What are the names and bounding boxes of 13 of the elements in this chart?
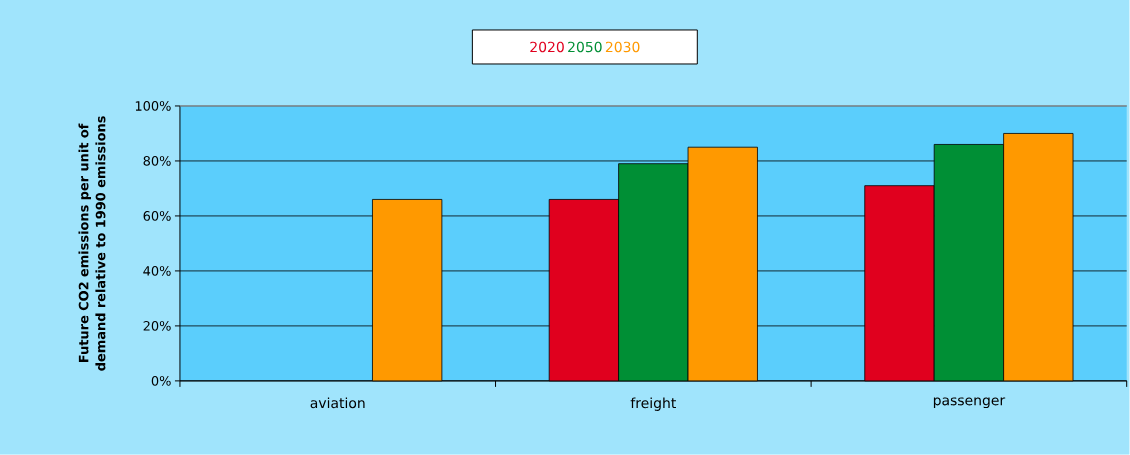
x-tick-label: passenger (933, 397, 1006, 409)
y-tick-label: 40% (143, 266, 171, 276)
text: 2020 (530, 41, 564, 53)
text: 2030 (605, 41, 640, 53)
x-tick-label: freight (630, 397, 676, 411)
y-tick-label: 0% (151, 376, 171, 386)
y-tick-label: 100% (135, 101, 171, 111)
y-tick-label: 20% (143, 321, 171, 331)
text: 2050 (568, 41, 602, 53)
y-tick-label: 60% (143, 211, 171, 221)
x-tick-label: aviation (310, 397, 365, 409)
y-tick-label: 80% (143, 156, 171, 166)
y-axis-title: Future CO2 emissions per unit of demand relative to 1990 emissions (78, 116, 106, 371)
